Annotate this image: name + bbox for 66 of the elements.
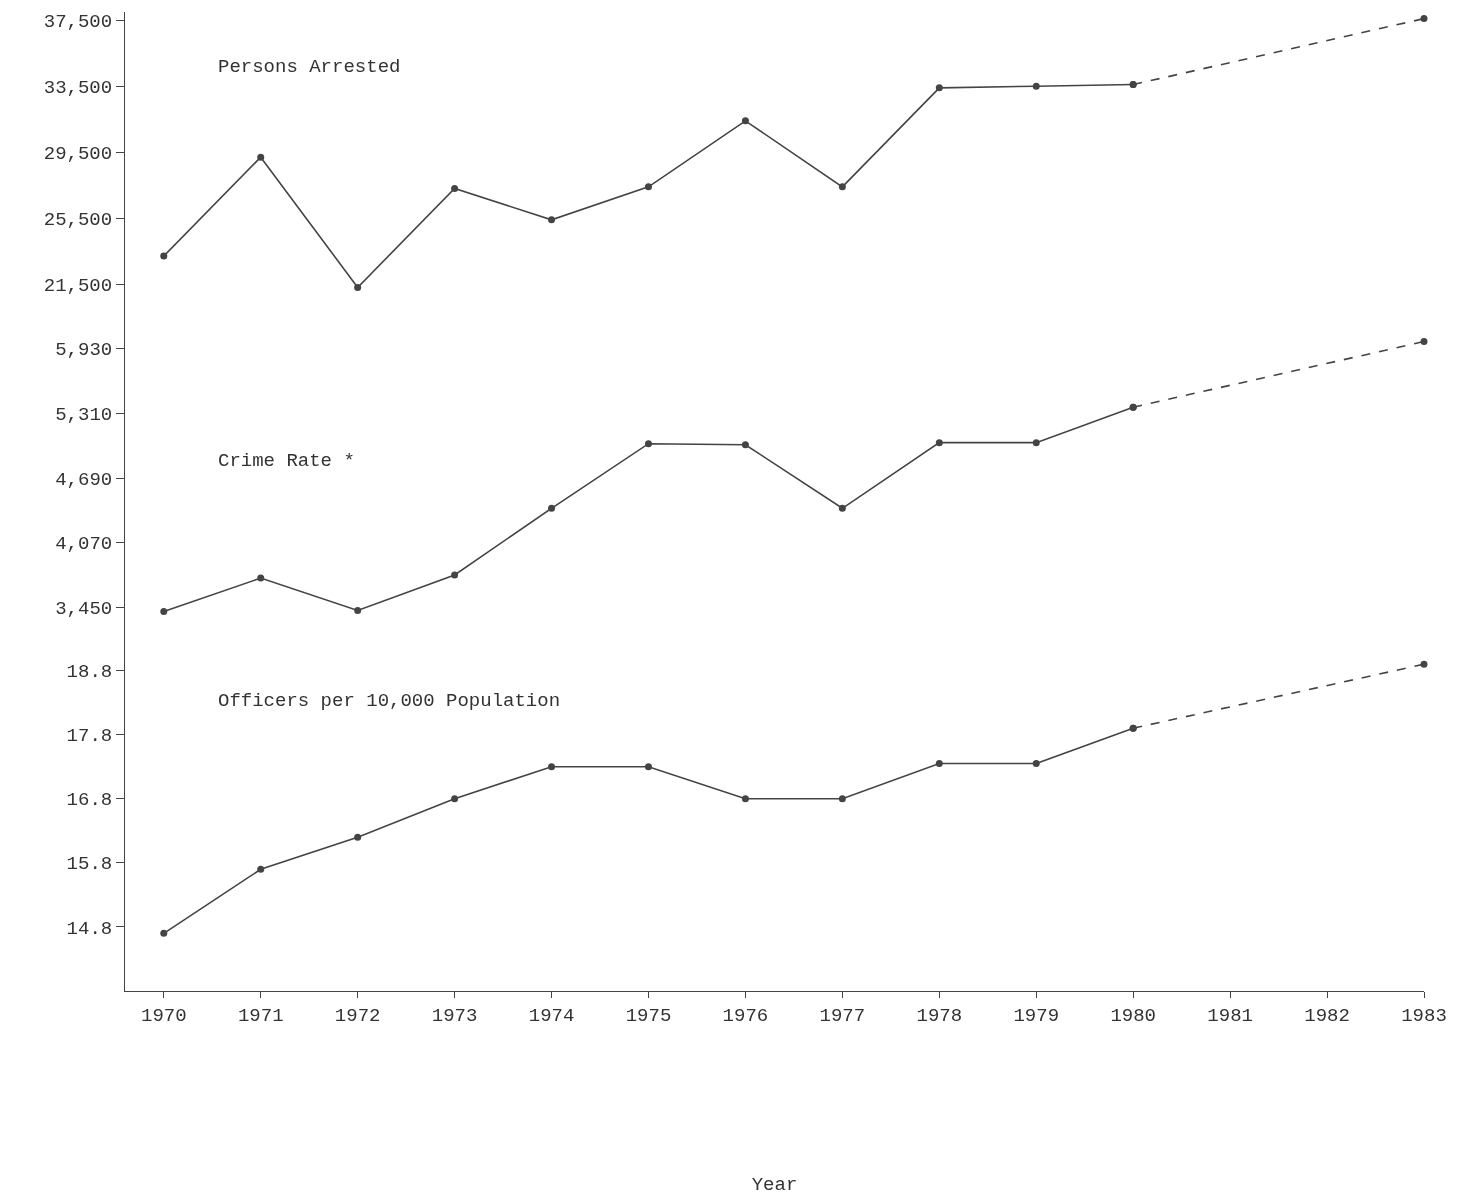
- point: [451, 571, 459, 579]
- x-tick-label: 1978: [916, 1004, 963, 1027]
- x-axis-title: Year: [751, 1173, 798, 1196]
- y-tick-label: 14.8: [66, 917, 113, 940]
- point: [1032, 760, 1040, 768]
- x-tick-label: 1983: [1401, 1004, 1447, 1027]
- y-tick-label: 29,500: [43, 142, 113, 165]
- x-tick-label: 1977: [819, 1004, 866, 1027]
- point: [257, 153, 265, 161]
- x-tick-label: 1981: [1207, 1004, 1253, 1027]
- point: [548, 763, 556, 771]
- x-tick-label: 1970: [140, 1004, 187, 1027]
- x-tick-label: 1974: [528, 1004, 575, 1027]
- point: [838, 795, 846, 803]
- point: [257, 574, 265, 582]
- text: Crime Rate *: [218, 450, 355, 472]
- point: [354, 283, 362, 291]
- y-tick-label: 17.8: [66, 725, 113, 748]
- point: [160, 607, 168, 615]
- y-tick-label: 15.8: [66, 853, 113, 876]
- point: [838, 183, 846, 191]
- y-tick-label: 3,450: [55, 597, 113, 620]
- y-tick-label: 4,690: [55, 468, 113, 491]
- y-tick-label: 16.8: [66, 789, 113, 812]
- x-tick-label: 1976: [722, 1004, 769, 1027]
- point: [935, 439, 943, 447]
- point: [451, 795, 459, 803]
- point: [644, 183, 652, 191]
- point: [160, 929, 168, 937]
- text: Officers per 10,000 Population: [218, 690, 561, 712]
- y-tick-label: 4,070: [55, 533, 113, 556]
- point: [935, 760, 943, 768]
- point: [644, 440, 652, 448]
- point: [354, 606, 362, 614]
- x-tick-label: 1975: [625, 1004, 672, 1027]
- x-tick-label: 1982: [1304, 1004, 1350, 1027]
- point: [1420, 660, 1428, 668]
- point: [1032, 82, 1040, 90]
- point: [1420, 15, 1428, 23]
- y-tick-label: 25,500: [43, 208, 113, 231]
- x-tick-label: 1971: [237, 1004, 284, 1027]
- point: [1420, 338, 1428, 346]
- x-tick-label: 1980: [1110, 1004, 1156, 1027]
- text: Persons Arrested: [218, 56, 401, 78]
- point: [548, 504, 556, 512]
- x-tick-label: 1972: [334, 1004, 381, 1027]
- y-tick-label: 5,930: [55, 339, 113, 362]
- point: [548, 216, 556, 224]
- point: [451, 184, 459, 192]
- point: [257, 865, 265, 873]
- point: [644, 763, 652, 771]
- point: [838, 504, 846, 512]
- y-tick-label: 5,310: [55, 404, 113, 427]
- point: [935, 84, 943, 92]
- y-tick-label: 37,500: [43, 10, 113, 33]
- x-tick-label: 1973: [431, 1004, 478, 1027]
- point: [741, 441, 749, 449]
- y-tick-label: 33,500: [43, 76, 113, 99]
- x-tick-label: 1979: [1013, 1004, 1060, 1027]
- point: [741, 795, 749, 803]
- y-tick-label: 18.8: [66, 661, 113, 684]
- point: [160, 252, 168, 260]
- point: [354, 833, 362, 841]
- point: [1032, 439, 1040, 447]
- point: [741, 117, 749, 125]
- y-tick-label: 21,500: [43, 274, 113, 297]
